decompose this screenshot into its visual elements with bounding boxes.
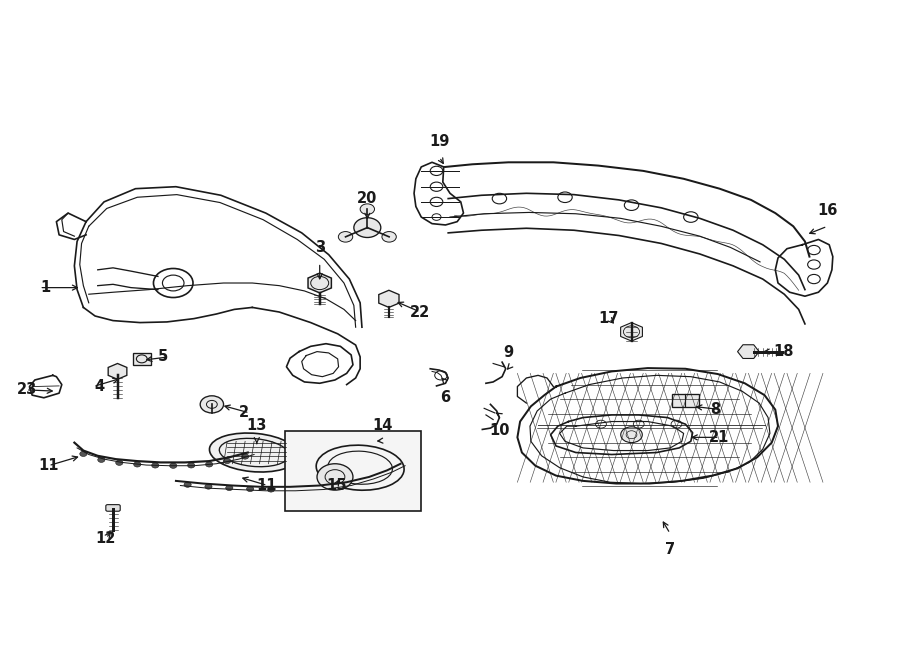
Circle shape: [200, 396, 223, 413]
Text: 13: 13: [247, 418, 267, 433]
Circle shape: [360, 204, 374, 214]
Circle shape: [596, 420, 607, 428]
FancyBboxPatch shape: [106, 504, 121, 511]
Text: 10: 10: [490, 423, 509, 438]
Ellipse shape: [210, 433, 299, 472]
Circle shape: [317, 464, 353, 490]
Text: 11: 11: [39, 458, 59, 473]
Circle shape: [372, 475, 379, 480]
Text: 11: 11: [256, 478, 277, 493]
Circle shape: [241, 454, 248, 459]
Circle shape: [338, 231, 353, 242]
Circle shape: [621, 427, 643, 443]
Text: 6: 6: [440, 390, 451, 405]
Circle shape: [330, 484, 338, 489]
Text: 1: 1: [40, 280, 50, 295]
Text: 2: 2: [238, 405, 249, 420]
Text: 21: 21: [709, 430, 729, 445]
Text: 8: 8: [711, 402, 721, 417]
Circle shape: [351, 481, 358, 486]
Text: 23: 23: [16, 382, 37, 397]
Text: 12: 12: [95, 531, 115, 546]
Text: 4: 4: [94, 379, 104, 394]
Circle shape: [309, 486, 316, 491]
Circle shape: [267, 487, 274, 492]
Text: 20: 20: [357, 192, 377, 206]
Text: 9: 9: [503, 345, 514, 360]
Circle shape: [247, 486, 254, 492]
Text: 22: 22: [410, 305, 430, 319]
Text: 17: 17: [598, 311, 618, 326]
Circle shape: [134, 462, 141, 467]
Circle shape: [152, 463, 159, 468]
Circle shape: [288, 486, 295, 492]
Circle shape: [116, 460, 123, 465]
Circle shape: [80, 451, 87, 457]
Circle shape: [392, 466, 400, 471]
Text: 19: 19: [429, 134, 449, 149]
Circle shape: [671, 420, 682, 428]
Circle shape: [187, 463, 194, 468]
Circle shape: [223, 458, 230, 463]
Circle shape: [354, 217, 381, 237]
Text: 18: 18: [773, 344, 794, 359]
Circle shape: [169, 463, 176, 469]
Circle shape: [205, 484, 212, 489]
Circle shape: [98, 457, 105, 463]
Text: 16: 16: [817, 204, 838, 218]
FancyBboxPatch shape: [284, 431, 421, 511]
FancyBboxPatch shape: [133, 353, 151, 365]
FancyBboxPatch shape: [672, 394, 699, 407]
Circle shape: [226, 485, 233, 490]
Circle shape: [205, 462, 212, 467]
Circle shape: [184, 482, 191, 487]
Circle shape: [634, 420, 644, 428]
Text: 7: 7: [665, 541, 675, 557]
Text: 14: 14: [373, 418, 392, 433]
Text: 5: 5: [158, 350, 168, 364]
Text: 3: 3: [315, 240, 325, 254]
Text: 15: 15: [326, 478, 346, 493]
Circle shape: [382, 231, 396, 242]
